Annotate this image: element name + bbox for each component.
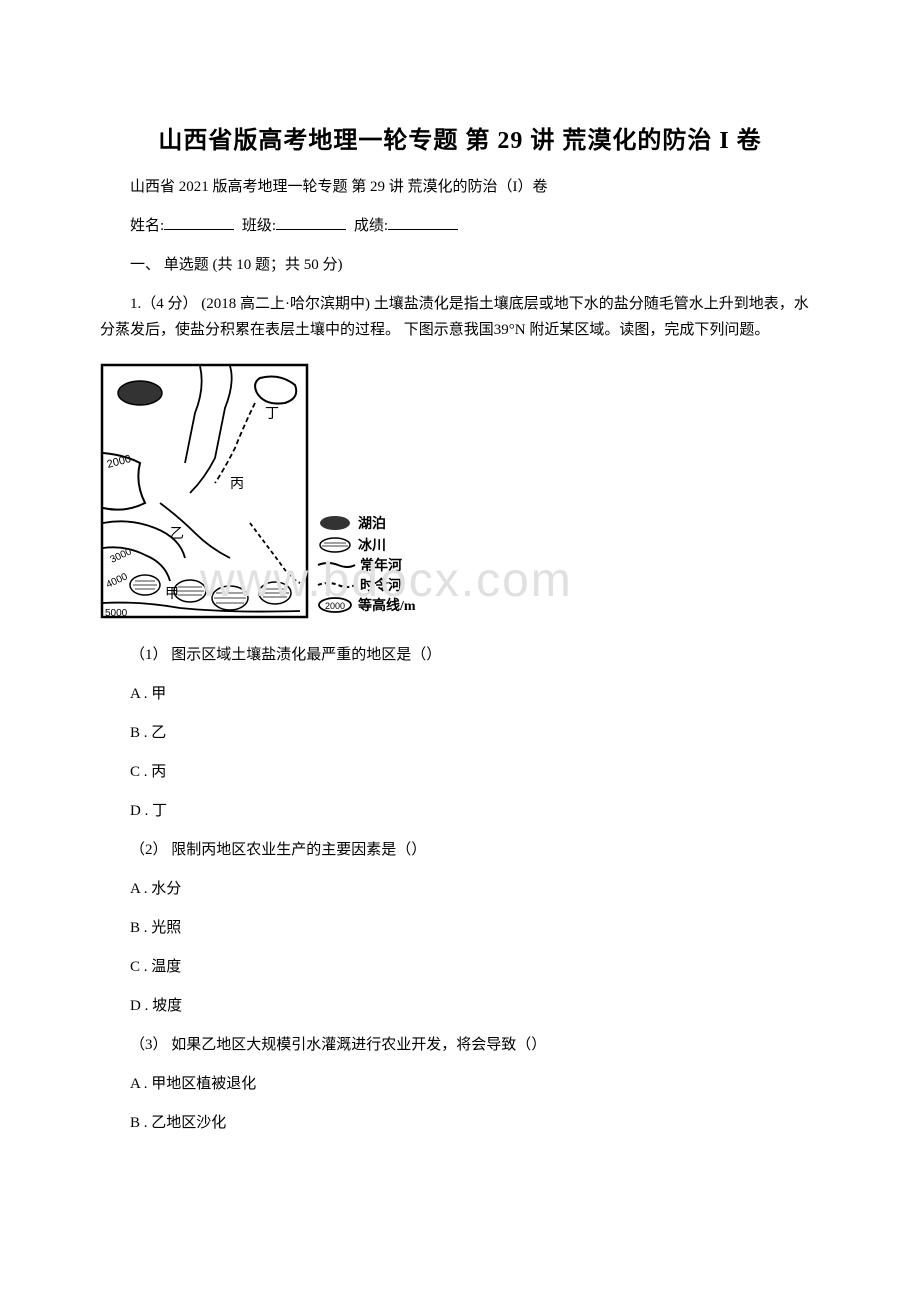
q1-sub2-option-d: D . 坡度 (100, 994, 820, 1015)
map-figure: www.bdocx.com 丁 2000 丙 乙 3000 4000 (100, 363, 820, 623)
svg-text:5000: 5000 (105, 608, 128, 619)
q1-sub1-option-a: A . 甲 (100, 682, 820, 703)
class-label: 班级: (242, 218, 276, 234)
svg-text:冰川: 冰川 (358, 537, 386, 554)
q1-sub1-option-c: C . 丙 (100, 760, 820, 781)
q1-sub1-option-b: B . 乙 (100, 721, 820, 742)
document-title: 山西省版高考地理一轮专题 第 29 讲 荒漠化的防治 I 卷 (100, 120, 820, 155)
name-label: 姓名: (130, 218, 164, 234)
svg-text:4000: 4000 (105, 571, 130, 591)
q1-sub2-option-b: B . 光照 (100, 916, 820, 937)
q1-sub2-option-a: A . 水分 (100, 877, 820, 898)
svg-text:2000: 2000 (325, 601, 345, 611)
label-bing: 丙 (230, 477, 244, 492)
question-1-text: 1.（4 分） (2018 高二上·哈尔滨期中) 土壤盐渍化是指土壤底层或地下水… (100, 292, 820, 343)
q1-sub2-option-c: C . 温度 (100, 955, 820, 976)
score-label: 成绩: (354, 218, 388, 234)
class-blank (276, 229, 346, 230)
map-legend: 湖泊 冰川 常年河 时令河 2000 等高线/m (318, 515, 416, 614)
q1-sub2-prompt: （2） 限制丙地区农业生产的主要因素是（） (100, 838, 820, 859)
info-fields: 姓名: 班级: 成绩: (100, 214, 820, 235)
document-subtitle: 山西省 2021 版高考地理一轮专题 第 29 讲 荒漠化的防治（I）卷 (100, 175, 820, 196)
svg-text:等高线/m: 等高线/m (358, 597, 416, 614)
svg-text:常年河: 常年河 (360, 557, 402, 574)
q1-sub3-option-a: A . 甲地区植被退化 (100, 1072, 820, 1093)
label-jia: 甲 (165, 587, 179, 602)
q1-sub1-prompt: （1） 图示区域土壤盐渍化最严重的地区是（） (100, 643, 820, 664)
q1-sub3-prompt: （3） 如果乙地区大规模引水灌溉进行农业开发，将会导致（） (100, 1033, 820, 1054)
map-svg: 丁 2000 丙 乙 3000 4000 甲 (100, 363, 480, 623)
svg-text:湖泊: 湖泊 (358, 515, 386, 532)
svg-text:3000: 3000 (109, 546, 134, 566)
label-yi: 乙 (170, 526, 184, 542)
score-blank (388, 229, 458, 230)
q1-sub3-option-b: B . 乙地区沙化 (100, 1111, 820, 1132)
name-blank (164, 229, 234, 230)
svg-text:时令河: 时令河 (360, 577, 402, 594)
svg-text:2000: 2000 (106, 453, 133, 471)
q1-sub1-option-d: D . 丁 (100, 799, 820, 820)
label-ding: 丁 (265, 407, 279, 422)
section-header: 一、 单选题 (共 10 题；共 50 分) (100, 253, 820, 274)
